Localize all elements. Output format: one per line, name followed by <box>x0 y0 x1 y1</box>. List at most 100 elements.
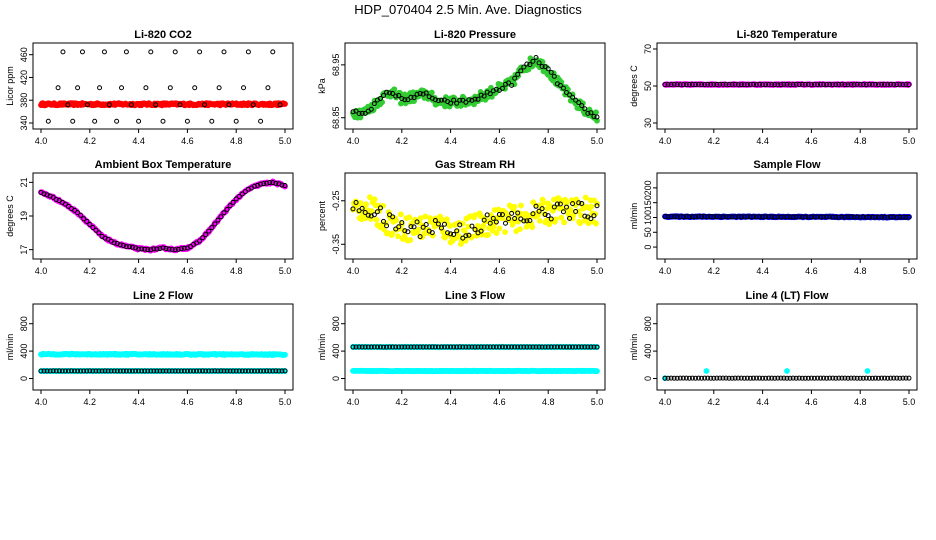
data-point <box>579 344 585 350</box>
data-point <box>442 221 447 227</box>
data-point <box>560 209 566 215</box>
data-point <box>414 344 420 350</box>
data-point <box>578 212 584 219</box>
data-point <box>488 84 494 91</box>
x-tick-label: 4.4 <box>132 136 145 146</box>
x-tick-label: 5.0 <box>903 397 916 407</box>
data-point <box>573 209 579 215</box>
data-point <box>879 81 885 87</box>
data-point <box>869 214 875 220</box>
data-point <box>766 375 772 381</box>
data-point <box>671 214 677 220</box>
x-tick-label: 4.6 <box>805 266 818 276</box>
data-point <box>387 90 393 96</box>
data-point <box>726 82 732 88</box>
data-point <box>350 206 356 212</box>
data-point <box>848 82 854 88</box>
data-point <box>735 214 741 220</box>
data-point <box>242 368 248 374</box>
data-point <box>218 214 224 220</box>
data-point <box>221 368 227 374</box>
data-point <box>805 375 811 381</box>
data-point <box>671 375 677 381</box>
data-point <box>87 221 93 227</box>
data-point <box>851 214 857 220</box>
panel-1: Li-820 CO2 4.0 4.2 4.4 4.6 4.8 5.0 340 380 420 460… <box>5 29 294 146</box>
data-point <box>567 92 573 98</box>
x-tick-label: 5.0 <box>591 136 604 146</box>
y-tick-label: 17 <box>19 245 29 255</box>
data-point <box>466 344 472 350</box>
data-point <box>711 214 717 220</box>
page-title: HDP_070404 2.5 Min. Ave. Diagnostics <box>354 2 582 17</box>
data-point <box>665 214 671 220</box>
data-point <box>270 49 276 55</box>
data-point <box>533 344 539 350</box>
data-point <box>224 368 230 374</box>
data-point <box>47 368 53 374</box>
data-point <box>451 232 457 238</box>
data-point <box>778 82 784 88</box>
data-point <box>466 232 472 238</box>
data-point <box>139 246 145 252</box>
panel-5: Gas Stream RH 4.0 4.2 4.4 4.6 4.8 5.0 -0.35 -0.2… <box>317 159 606 276</box>
data-point <box>203 368 209 374</box>
data-point <box>142 246 148 252</box>
data-point <box>111 240 117 246</box>
data-point <box>548 69 554 75</box>
data-point <box>772 214 778 220</box>
data-point <box>818 214 824 220</box>
data-point <box>564 344 569 350</box>
y-tick-label: 420 <box>19 70 29 85</box>
data-point <box>448 100 454 106</box>
data-point <box>265 85 271 91</box>
x-tick-label: 4.0 <box>347 136 360 146</box>
data-point <box>381 218 386 224</box>
data-point <box>542 211 548 217</box>
x-tick-label: 4.2 <box>396 266 409 276</box>
data-point <box>548 344 554 350</box>
data-point <box>897 214 903 220</box>
data-point <box>665 81 671 87</box>
data-point <box>674 214 680 220</box>
x-tick-label: 4.0 <box>35 136 48 146</box>
data-point <box>796 82 802 88</box>
data-point <box>585 344 591 350</box>
data-point <box>250 102 256 108</box>
data-point <box>693 214 698 220</box>
y-tick-label: 68.85 <box>331 106 341 129</box>
data-point <box>429 230 435 236</box>
data-point <box>787 214 793 220</box>
data-point <box>454 228 460 234</box>
data-point <box>41 368 47 374</box>
data-point <box>258 181 264 187</box>
data-point <box>577 220 584 227</box>
data-point <box>802 81 808 87</box>
data-point <box>830 375 836 381</box>
data-point <box>261 181 267 187</box>
data-point <box>741 214 747 220</box>
data-point <box>451 344 457 350</box>
data-point <box>741 375 747 381</box>
data-point <box>405 344 411 350</box>
data-point <box>92 118 98 124</box>
data-point <box>142 368 148 374</box>
data-point <box>897 82 903 88</box>
data-point <box>460 344 466 350</box>
data-point <box>227 368 233 374</box>
data-point <box>702 375 708 381</box>
data-point <box>499 215 506 222</box>
data-point <box>518 68 524 74</box>
data-point <box>851 82 857 88</box>
data-point <box>432 97 438 103</box>
data-point <box>811 214 817 220</box>
data-point <box>738 214 744 220</box>
series-raw-low <box>350 367 600 375</box>
x-tick-label: 4.6 <box>181 266 194 276</box>
panel-2: Li-820 Pressure 4.0 4.2 4.4 4.6 4.8 5.0 68.85 68… <box>317 29 606 146</box>
data-point <box>705 214 711 220</box>
data-point <box>802 375 808 381</box>
data-point <box>750 81 756 87</box>
data-point <box>79 49 85 55</box>
data-point <box>665 375 671 381</box>
